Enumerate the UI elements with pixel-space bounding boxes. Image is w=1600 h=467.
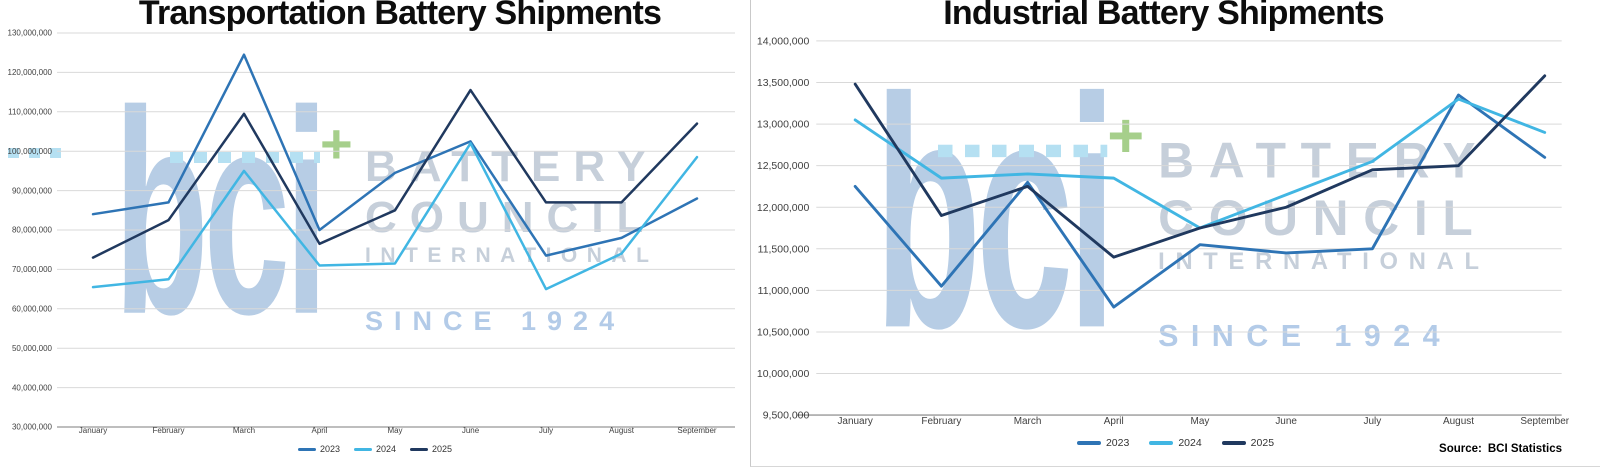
- transportation-chart-panel: Transportation Battery Shipments bci + B…: [0, 0, 750, 467]
- svg-text:March: March: [1014, 416, 1042, 427]
- svg-text:10,500,000: 10,500,000: [757, 328, 810, 339]
- legend-swatch-2024: [1149, 441, 1174, 445]
- svg-text:August: August: [1443, 416, 1474, 427]
- chart-title-transportation: Transportation Battery Shipments: [138, 0, 662, 32]
- legend-label-2023: 2023: [319, 444, 340, 454]
- svg-text:12,000,000: 12,000,000: [757, 203, 810, 214]
- svg-text:13,500,000: 13,500,000: [757, 78, 810, 89]
- svg-text:10,000,000: 10,000,000: [757, 369, 810, 380]
- legend-item-2025: 2025: [1221, 437, 1275, 449]
- x-axis-labels: January February March April May June July Augu…: [79, 426, 717, 435]
- source-note: Source: BCI Statistics: [1439, 443, 1562, 455]
- svg-text:50,000,000: 50,000,000: [12, 344, 53, 353]
- series-line-2023: [853, 93, 1547, 309]
- svg-text:April: April: [311, 426, 327, 435]
- series-line-2025: [853, 74, 1547, 259]
- svg-text:80,000,000: 80,000,000: [12, 226, 53, 235]
- legend-item-2025: 2025: [410, 444, 452, 454]
- svg-text:July: July: [1363, 416, 1381, 427]
- legend-item-2023: 2023: [1076, 437, 1130, 449]
- legend-swatch-2023: [1076, 441, 1101, 445]
- svg-text:110,000,000: 110,000,000: [8, 108, 52, 117]
- svg-text:May: May: [1191, 416, 1210, 427]
- svg-text:40,000,000: 40,000,000: [12, 383, 53, 392]
- svg-text:August: August: [609, 426, 635, 435]
- svg-text:14,000,000: 14,000,000: [757, 36, 810, 47]
- source-label: Source:: [1439, 443, 1482, 455]
- svg-text:February: February: [921, 416, 961, 427]
- svg-text:70,000,000: 70,000,000: [12, 265, 53, 274]
- svg-text:100,000,000: 100,000,000: [8, 147, 53, 156]
- svg-text:September: September: [1520, 416, 1569, 427]
- legend-swatch-2023: [297, 447, 316, 451]
- svg-text:11,500,000: 11,500,000: [758, 244, 810, 255]
- legend-industrial: 2023 2024 2025: [751, 437, 1600, 449]
- legend-label-2024: 2024: [1178, 437, 1202, 449]
- svg-text:July: July: [539, 426, 553, 435]
- svg-text:60,000,000: 60,000,000: [12, 305, 53, 314]
- legend-swatch-2025: [410, 447, 429, 451]
- svg-text:May: May: [387, 426, 402, 435]
- legend-swatch-2024: [353, 447, 372, 451]
- legend-label-2025: 2025: [432, 444, 453, 454]
- svg-text:January: January: [837, 416, 872, 427]
- y-axis-labels: 130,000,000 120,000,000 110,000,000 100,000…: [8, 29, 53, 432]
- svg-text:11,000,000: 11,000,000: [758, 286, 810, 297]
- svg-text:January: January: [79, 426, 107, 435]
- legend-label-2023: 2023: [1105, 437, 1130, 449]
- industrial-line-plot: 14,000,000 13,500,000 13,000,000 12,500,000…: [757, 36, 1570, 427]
- svg-text:March: March: [233, 426, 255, 435]
- svg-text:120,000,000: 120,000,000: [8, 68, 53, 77]
- legend-swatch-2025: [1221, 441, 1246, 445]
- svg-text:30,000,000: 30,000,000: [12, 423, 53, 432]
- svg-text:February: February: [152, 426, 184, 435]
- legend-item-2024: 2024: [353, 444, 397, 454]
- legend-transportation: 2023 2024 2025: [0, 444, 750, 454]
- series-line-2025: [91, 88, 699, 259]
- legend-item-2024: 2024: [1149, 437, 1202, 449]
- source-value: BCI Statistics: [1487, 443, 1562, 455]
- gridlines: [796, 40, 1562, 416]
- gridlines: [57, 32, 735, 428]
- svg-text:13,000,000: 13,000,000: [757, 120, 810, 131]
- legend-label-2025: 2025: [1250, 437, 1275, 449]
- series-line-2023: [91, 53, 699, 257]
- industrial-chart-panel: Industrial Battery Shipments bci + BATTE…: [750, 0, 1600, 467]
- legend-item-2023: 2023: [297, 444, 340, 454]
- svg-text:April: April: [1104, 416, 1124, 427]
- series-line-2024: [91, 142, 699, 291]
- chart-title-industrial: Industrial Battery Shipments: [943, 0, 1384, 32]
- svg-text:June: June: [1275, 416, 1297, 427]
- svg-text:90,000,000: 90,000,000: [12, 186, 53, 195]
- svg-text:12,500,000: 12,500,000: [757, 161, 810, 172]
- svg-text:September: September: [677, 426, 716, 435]
- x-axis-labels: January February March April May June July Augu…: [837, 416, 1569, 427]
- legend-label-2024: 2024: [375, 444, 397, 454]
- y-axis-labels: 14,000,000 13,500,000 13,000,000 12,500,000…: [757, 36, 810, 421]
- transportation-line-plot: 130,000,000 120,000,000 110,000,000 100,000…: [8, 29, 735, 435]
- svg-text:June: June: [462, 426, 480, 435]
- svg-text:130,000,000: 130,000,000: [8, 29, 53, 38]
- svg-text:9,500,000: 9,500,000: [763, 411, 810, 422]
